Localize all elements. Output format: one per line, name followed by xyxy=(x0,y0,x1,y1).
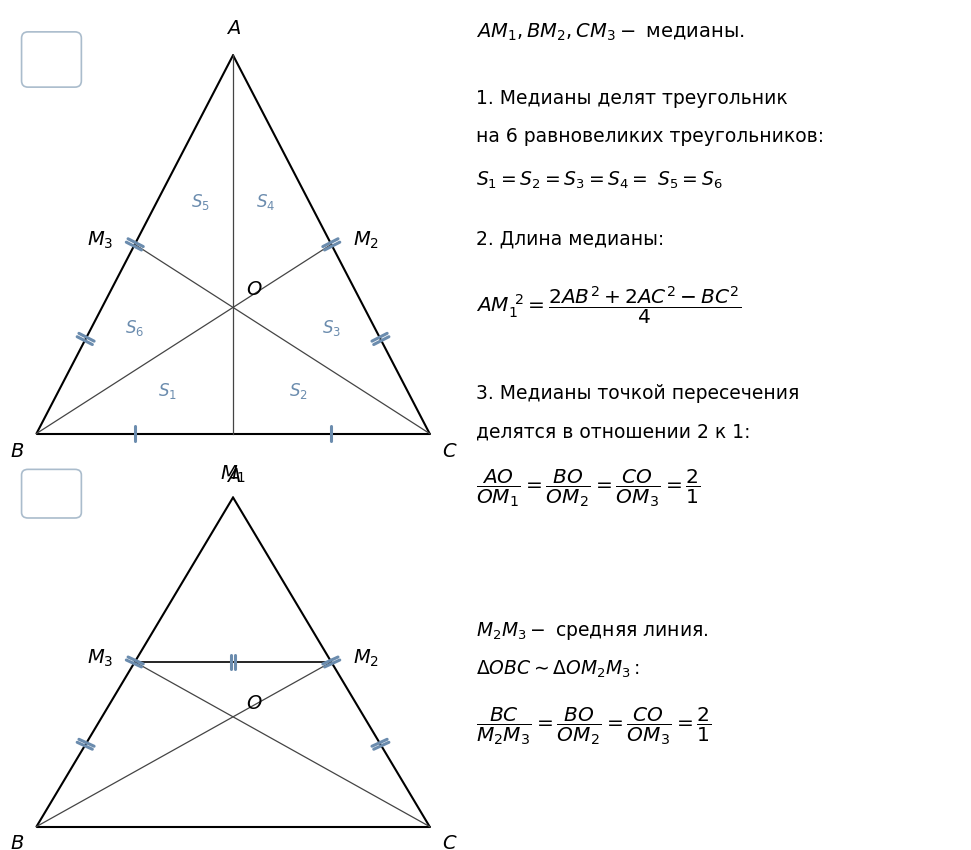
Text: $A$: $A$ xyxy=(225,20,241,38)
Text: $A$: $A$ xyxy=(225,468,241,486)
Text: $M_3$: $M_3$ xyxy=(87,230,114,251)
Text: $M_2M_3 -$ средняя линия.: $M_2M_3 -$ средняя линия. xyxy=(476,620,709,643)
Text: $S_5$: $S_5$ xyxy=(191,192,210,212)
Text: 1: 1 xyxy=(47,50,56,69)
Text: $S_2$: $S_2$ xyxy=(289,382,308,401)
Text: $S_1 = S_2 = S_3 = S_4 =\ S_5 = S_6$: $S_1 = S_2 = S_3 = S_4 =\ S_5 = S_6$ xyxy=(476,170,722,191)
Text: $O$: $O$ xyxy=(246,694,262,713)
Text: $B$: $B$ xyxy=(10,834,23,850)
Text: $\Delta OBC \sim \Delta OM_2M_3:$: $\Delta OBC \sim \Delta OM_2M_3:$ xyxy=(476,659,640,680)
Text: $\dfrac{BC}{M_2M_3} = \dfrac{BO}{OM_2} = \dfrac{CO}{OM_3} = \dfrac{2}{1}$: $\dfrac{BC}{M_2M_3} = \dfrac{BO}{OM_2} =… xyxy=(476,706,712,747)
Text: $M_2$: $M_2$ xyxy=(352,648,379,669)
Text: $S_3$: $S_3$ xyxy=(321,319,341,338)
FancyBboxPatch shape xyxy=(21,469,82,518)
Text: $O$: $O$ xyxy=(246,280,262,299)
Text: $M_3$: $M_3$ xyxy=(87,648,114,669)
Text: $S_1$: $S_1$ xyxy=(158,382,177,401)
Text: $\dfrac{AO}{OM_1} = \dfrac{BO}{OM_2} = \dfrac{CO}{OM_3} = \dfrac{2}{1}$: $\dfrac{AO}{OM_1} = \dfrac{BO}{OM_2} = \… xyxy=(476,468,701,509)
Text: 2: 2 xyxy=(47,484,56,502)
Text: на 6 равновеликих треугольников:: на 6 равновеликих треугольников: xyxy=(476,128,824,146)
Text: $B$: $B$ xyxy=(10,442,23,461)
FancyBboxPatch shape xyxy=(21,32,82,88)
Text: $M_1$: $M_1$ xyxy=(220,463,246,484)
Text: $C$: $C$ xyxy=(443,834,458,850)
Text: 1. Медианы делят треугольник: 1. Медианы делят треугольник xyxy=(476,89,787,108)
Text: $AM_1^{\ 2} = \dfrac{2AB^2 + 2AC^2 - BC^2}{4}$: $AM_1^{\ 2} = \dfrac{2AB^2 + 2AC^2 - BC^… xyxy=(476,285,741,327)
Text: 3. Медианы точкой пересечения: 3. Медианы точкой пересечения xyxy=(476,384,799,403)
Text: $AM_1, BM_2, CM_3 -$ медианы.: $AM_1, BM_2, CM_3 -$ медианы. xyxy=(476,21,745,42)
Text: $S_6$: $S_6$ xyxy=(125,319,145,338)
Text: $S_4$: $S_4$ xyxy=(256,192,276,212)
Text: $M_2$: $M_2$ xyxy=(352,230,379,251)
Text: делятся в отношении 2 к 1:: делятся в отношении 2 к 1: xyxy=(476,422,751,441)
Text: 2. Длина медианы:: 2. Длина медианы: xyxy=(476,230,664,248)
Text: $C$: $C$ xyxy=(443,442,458,461)
